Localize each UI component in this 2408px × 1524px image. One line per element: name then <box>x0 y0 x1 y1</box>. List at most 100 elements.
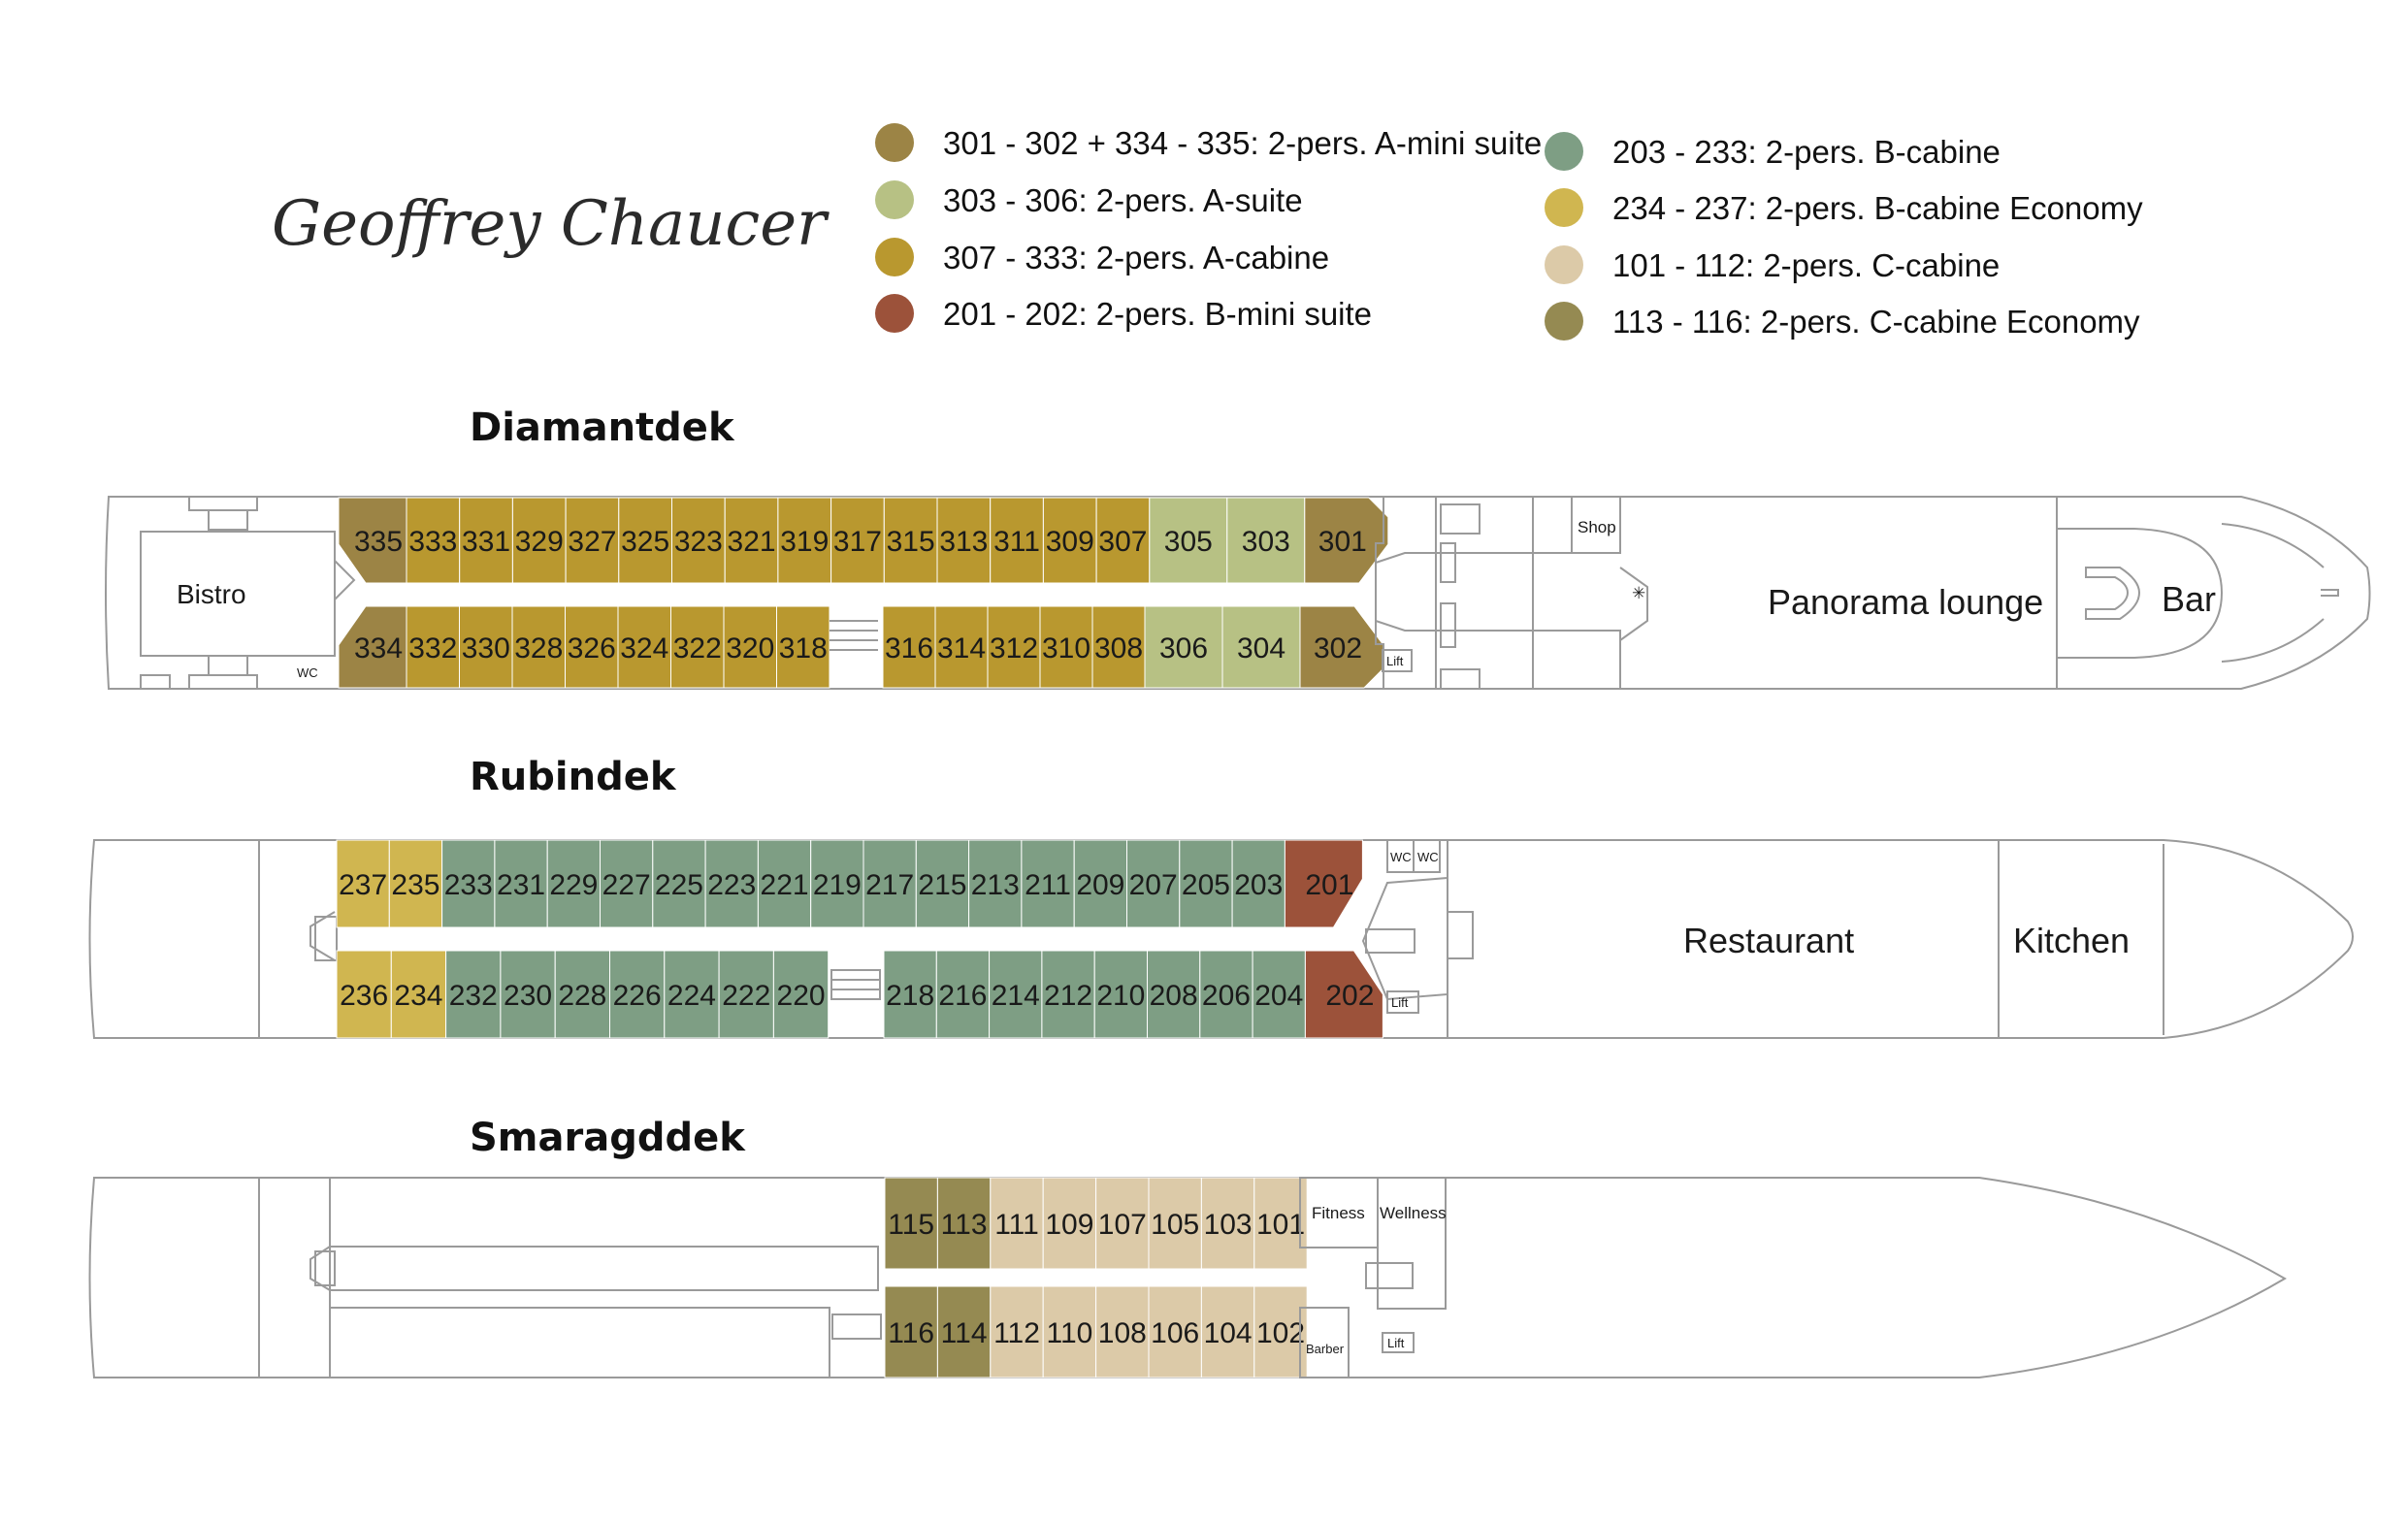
cabin-213[interactable] <box>968 839 1023 928</box>
cabin-204[interactable] <box>1252 950 1306 1039</box>
cabin-223[interactable] <box>704 839 759 928</box>
cabin-227[interactable] <box>600 839 654 928</box>
cabin-number: 234 <box>394 980 442 1012</box>
cabin-319[interactable] <box>777 497 832 584</box>
cabin-206[interactable] <box>1199 950 1253 1039</box>
cabin-220[interactable] <box>772 950 830 1039</box>
lift-box <box>1386 990 1419 1014</box>
cabin-328[interactable] <box>511 605 566 689</box>
cabin-112[interactable] <box>990 1285 1044 1378</box>
cabin-109[interactable] <box>1042 1177 1097 1270</box>
cabin-number: 307 <box>1098 526 1147 558</box>
legend-label: 201 - 202: 2-pers. B-mini suite <box>943 296 1372 332</box>
cabin-101[interactable] <box>1253 1177 1308 1270</box>
cabin-110[interactable] <box>1042 1285 1097 1378</box>
cabin-number: 104 <box>1204 1317 1253 1349</box>
cabin-212[interactable] <box>1041 950 1095 1039</box>
cabin-105[interactable] <box>1148 1177 1202 1270</box>
cabin-216[interactable] <box>935 950 991 1039</box>
cabin-203[interactable] <box>1231 839 1285 928</box>
cabin-230[interactable] <box>500 950 556 1039</box>
cabin-303[interactable] <box>1226 497 1306 584</box>
cabin-317[interactable] <box>830 497 885 584</box>
cabin-number: 304 <box>1237 632 1285 665</box>
room-label-wc: WC <box>1417 850 1439 864</box>
cabin-334[interactable] <box>338 605 407 689</box>
cabin-202[interactable] <box>1304 950 1383 1039</box>
cabin-222[interactable] <box>718 950 774 1039</box>
cabin-316[interactable] <box>882 605 936 689</box>
cabin-309[interactable] <box>1042 497 1097 584</box>
cabin-207[interactable] <box>1126 839 1181 928</box>
cabin-307[interactable] <box>1095 497 1151 584</box>
room-label-wc: WC <box>297 665 318 680</box>
cabin-308[interactable] <box>1091 605 1146 689</box>
cabin-332[interactable] <box>406 605 460 689</box>
cabin-330[interactable] <box>459 605 513 689</box>
cabin-201[interactable] <box>1284 839 1363 928</box>
cabin-113[interactable] <box>936 1177 992 1270</box>
cabin-214[interactable] <box>989 950 1043 1039</box>
cabin-321[interactable] <box>724 497 779 584</box>
cabin-322[interactable] <box>670 605 725 689</box>
cabin-103[interactable] <box>1200 1177 1255 1270</box>
cabin-306[interactable] <box>1144 605 1223 689</box>
cabin-215[interactable] <box>915 839 970 928</box>
cabin-304[interactable] <box>1221 605 1301 689</box>
cabin-number: 315 <box>887 526 935 558</box>
cabin-237[interactable] <box>336 839 390 928</box>
cabin-number: 313 <box>939 526 988 558</box>
room-label-kitchen: Kitchen <box>2013 921 2130 960</box>
cabin-314[interactable] <box>934 605 989 689</box>
cabin-number: 325 <box>621 526 669 558</box>
cabin-106[interactable] <box>1148 1285 1202 1378</box>
cabin-228[interactable] <box>554 950 611 1039</box>
cabin-111[interactable] <box>990 1177 1044 1270</box>
cabin-324[interactable] <box>617 605 671 689</box>
cabin-number: 222 <box>722 980 770 1012</box>
cabin-102[interactable] <box>1253 1285 1308 1378</box>
cabin-236[interactable] <box>336 950 392 1039</box>
cabin-235[interactable] <box>388 839 443 928</box>
cabin-number: 232 <box>449 980 498 1012</box>
cabin-305[interactable] <box>1149 497 1228 584</box>
cabin-209[interactable] <box>1073 839 1127 928</box>
cabin-104[interactable] <box>1200 1285 1255 1378</box>
cabin-312[interactable] <box>987 605 1041 689</box>
room-label-lift: Lift <box>1391 995 1409 1010</box>
cabin-221[interactable] <box>757 839 812 928</box>
cabin-114[interactable] <box>936 1285 992 1378</box>
cabin-218[interactable] <box>883 950 937 1039</box>
cabin-229[interactable] <box>546 839 602 928</box>
cabin-329[interactable] <box>511 497 567 584</box>
cabin-217[interactable] <box>862 839 917 928</box>
cabin-225[interactable] <box>652 839 706 928</box>
cabin-number: 111 <box>994 1209 1039 1241</box>
cabin-233[interactable] <box>441 839 496 928</box>
cabin-number: 113 <box>941 1209 988 1241</box>
cabin-318[interactable] <box>776 605 830 689</box>
cabin-107[interactable] <box>1095 1177 1150 1270</box>
cabin-323[interactable] <box>671 497 726 584</box>
deck-diamantdek: Bistro WC 335 333 331 329 327 325 323 321 319 317… <box>105 496 2371 690</box>
cabin-326[interactable] <box>565 605 619 689</box>
cabin-320[interactable] <box>723 605 777 689</box>
cabin-315[interactable] <box>883 497 938 584</box>
cabin-313[interactable] <box>936 497 992 584</box>
cabin-116[interactable] <box>884 1285 938 1378</box>
cabin-211[interactable] <box>1021 839 1075 928</box>
cabin-number: 115 <box>888 1209 934 1241</box>
cabin-115[interactable] <box>884 1177 938 1270</box>
cabin-310[interactable] <box>1039 605 1093 689</box>
cabin-208[interactable] <box>1147 950 1201 1039</box>
cabin-232[interactable] <box>445 950 502 1039</box>
cabin-234[interactable] <box>390 950 447 1039</box>
cabin-205[interactable] <box>1179 839 1233 928</box>
deck-title-rubindek: Rubindek <box>470 755 677 799</box>
cabin-226[interactable] <box>609 950 666 1039</box>
cabin-311[interactable] <box>990 497 1044 584</box>
cabin-335[interactable] <box>338 497 407 584</box>
cabin-number: 330 <box>462 632 510 665</box>
cabin-108[interactable] <box>1095 1285 1150 1378</box>
cabin-301[interactable] <box>1304 497 1389 584</box>
